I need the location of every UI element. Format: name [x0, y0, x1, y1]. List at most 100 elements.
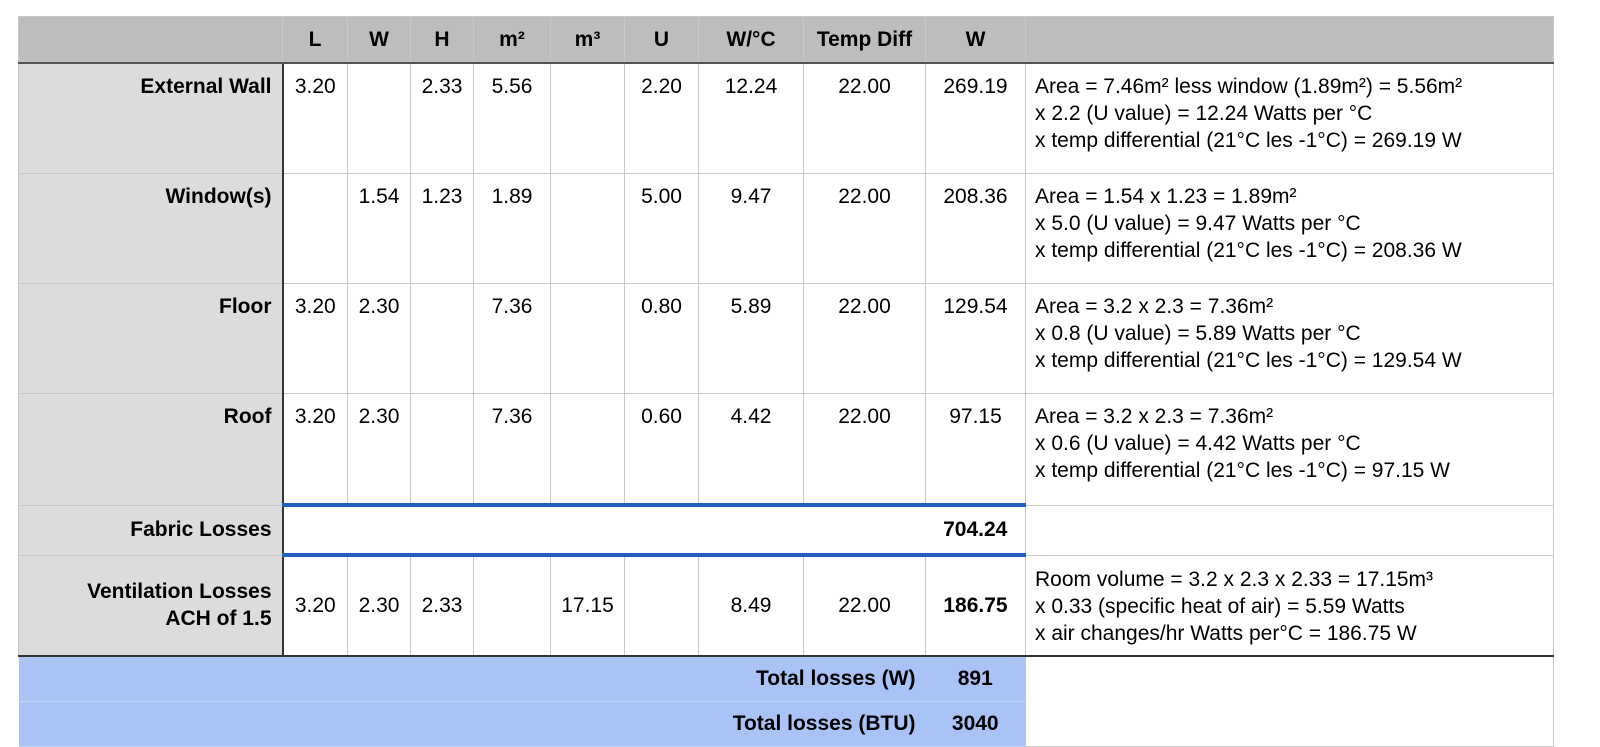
cell-u-value: [624, 554, 699, 657]
row-label-line: ACH of 1.5: [165, 607, 272, 630]
cell-watts-per-degree: 8.49: [698, 554, 804, 657]
table-row-fabric-losses: Fabric Losses 704.24: [18, 503, 1554, 557]
cell-temp-diff: 22.00: [803, 173, 926, 284]
note-line: Area = 3.2 x 2.3 = 7.36m²: [1035, 295, 1274, 318]
cell-length: 3.20: [282, 62, 348, 174]
cell-length: 3.20: [282, 393, 348, 506]
note-line: x temp differential (21°C les -1°C) = 26…: [1035, 129, 1462, 152]
total-watts-label: Total losses (W): [18, 655, 926, 702]
row-label: Window(s): [18, 173, 284, 284]
cell-height: [410, 393, 474, 506]
header-volume: m³: [550, 16, 625, 64]
row-label-line: Ventilation Losses: [87, 580, 272, 603]
row-label: Floor: [18, 283, 284, 394]
cell-temp-diff: 22.00: [803, 554, 926, 657]
note-line: Room volume = 3.2 x 2.3 x 2.33 = 17.15m³: [1035, 567, 1434, 591]
fabric-losses-value: 704.24: [925, 503, 1026, 557]
cell-watts: 97.15: [925, 393, 1026, 506]
note-line: Area = 7.46m² less window (1.89m²) = 5.5…: [1035, 75, 1463, 98]
note-line: x temp differential (21°C les -1°C) = 20…: [1035, 239, 1462, 262]
cell-width: 2.30: [347, 393, 411, 506]
row-label: External Wall: [18, 62, 284, 174]
header-watts-per-degree: W/°C: [698, 16, 804, 64]
cell-notes: Area = 7.46m² less window (1.89m²) = 5.5…: [1025, 62, 1554, 174]
cell-notes: Area = 3.2 x 2.3 = 7.36m² x 0.6 (U value…: [1025, 393, 1554, 506]
cell-u-value: 0.60: [624, 393, 699, 506]
cell-u-value: 5.00: [624, 173, 699, 284]
cell-temp-diff: 22.00: [803, 62, 926, 174]
header-watts: W: [925, 16, 1026, 64]
cell-length: 3.20: [282, 283, 348, 394]
cell-temp-diff: 22.00: [803, 283, 926, 394]
cell-height: [410, 283, 474, 394]
table-row-windows: Window(s) 1.54 1.23 1.89 5.00 9.47 22.00…: [18, 173, 1554, 284]
cell-width: 2.30: [347, 283, 411, 394]
cell-height: 2.33: [410, 554, 474, 657]
row-label: Ventilation Losses ACH of 1.5: [18, 554, 284, 657]
cell-area: 7.36: [473, 283, 551, 394]
header-length: L: [282, 16, 348, 64]
totals-notes-empty: [1025, 655, 1554, 747]
header-blank: [18, 16, 283, 64]
cell-watts: 269.19: [925, 62, 1026, 174]
cell-notes-empty: [1025, 504, 1554, 556]
total-btu-label: Total losses (BTU): [18, 701, 926, 747]
table-row-external-wall: External Wall 3.20 2.33 5.56 2.20 12.24 …: [18, 62, 1554, 174]
header-notes: [1025, 16, 1554, 64]
table-row-total-watts: Total losses (W) 891: [18, 655, 1554, 747]
cell-notes: Area = 3.2 x 2.3 = 7.36m² x 0.8 (U value…: [1025, 283, 1554, 394]
note-line: x temp differential (21°C les -1°C) = 12…: [1035, 349, 1462, 372]
cell-notes: Room volume = 3.2 x 2.3 x 2.33 = 17.15m³…: [1025, 554, 1554, 657]
cell-height: 2.33: [410, 62, 474, 174]
table-row-ventilation-losses: Ventilation Losses ACH of 1.5 3.20 2.30 …: [18, 554, 1554, 657]
note-line: x temp differential (21°C les -1°C) = 97…: [1035, 459, 1450, 482]
header-width: W: [347, 16, 411, 64]
note-line: x 5.0 (U value) = 9.47 Watts per °C: [1035, 212, 1361, 235]
cell-area: 5.56: [473, 62, 551, 174]
cell-watts-per-degree: 9.47: [698, 173, 804, 284]
cell-watts: 129.54: [925, 283, 1026, 394]
note-line: x air changes/hr Watts per°C = 186.75 W: [1035, 621, 1417, 645]
cell-volume: [550, 393, 625, 506]
note-line: Area = 3.2 x 2.3 = 7.36m²: [1035, 405, 1274, 428]
row-label: Roof: [18, 393, 284, 506]
table-row-roof: Roof 3.20 2.30 7.36 0.60 4.42 22.00 97.1…: [18, 393, 1554, 506]
cell-length: [282, 173, 348, 284]
cell-watts-per-degree: 12.24: [698, 62, 804, 174]
header-area: m²: [473, 16, 551, 64]
header-temp-diff: Temp Diff: [803, 16, 926, 64]
cell-temp-diff: 22.00: [803, 393, 926, 506]
cell-watts-per-degree: 5.89: [698, 283, 804, 394]
header-row: L W H m² m³ U W/°C Temp Diff W: [18, 16, 1554, 64]
cell-height: 1.23: [410, 173, 474, 284]
cell-length: 3.20: [282, 554, 348, 657]
fabric-band: [282, 503, 926, 557]
cell-width: 1.54: [347, 173, 411, 284]
note-line: Area = 1.54 x 1.23 = 1.89m²: [1035, 185, 1297, 208]
cell-volume: [550, 173, 625, 284]
cell-watts: 186.75: [925, 554, 1026, 657]
note-line: x 0.6 (U value) = 4.42 Watts per °C: [1035, 432, 1361, 455]
cell-area: 7.36: [473, 393, 551, 506]
header-height: H: [410, 16, 474, 64]
cell-watts: 208.36: [925, 173, 1026, 284]
cell-area: 1.89: [473, 173, 551, 284]
cell-volume: 17.15: [550, 554, 625, 657]
header-u-value: U: [624, 16, 699, 64]
note-line: x 2.2 (U value) = 12.24 Watts per °C: [1035, 102, 1373, 125]
cell-volume: [550, 62, 625, 174]
row-label: Fabric Losses: [18, 504, 284, 556]
cell-u-value: 0.80: [624, 283, 699, 394]
cell-width: [347, 62, 411, 174]
cell-area: [473, 554, 551, 657]
note-line: x 0.8 (U value) = 5.89 Watts per °C: [1035, 322, 1361, 345]
note-line: x 0.33 (specific heat of air) = 5.59 Wat…: [1035, 594, 1405, 618]
cell-notes: Area = 1.54 x 1.23 = 1.89m² x 5.0 (U val…: [1025, 173, 1554, 284]
heat-loss-table: L W H m² m³ U W/°C Temp Diff W External …: [18, 16, 1554, 747]
cell-width: 2.30: [347, 554, 411, 657]
cell-watts-per-degree: 4.42: [698, 393, 804, 506]
total-watts-value: 891: [925, 655, 1026, 702]
table-row-floor: Floor 3.20 2.30 7.36 0.80 5.89 22.00 129…: [18, 283, 1554, 394]
cell-volume: [550, 283, 625, 394]
cell-u-value: 2.20: [624, 62, 699, 174]
